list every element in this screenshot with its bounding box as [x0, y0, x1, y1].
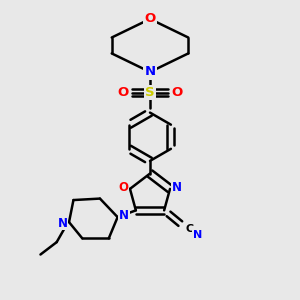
Text: N: N [119, 209, 129, 222]
Text: N: N [172, 181, 182, 194]
Text: O: O [118, 181, 128, 194]
Text: O: O [117, 86, 128, 99]
Text: C: C [186, 224, 194, 234]
Text: S: S [145, 86, 155, 99]
Text: N: N [193, 230, 202, 240]
Text: N: N [144, 65, 156, 79]
Text: N: N [58, 217, 68, 230]
Text: O: O [144, 13, 156, 26]
Text: O: O [172, 86, 183, 99]
